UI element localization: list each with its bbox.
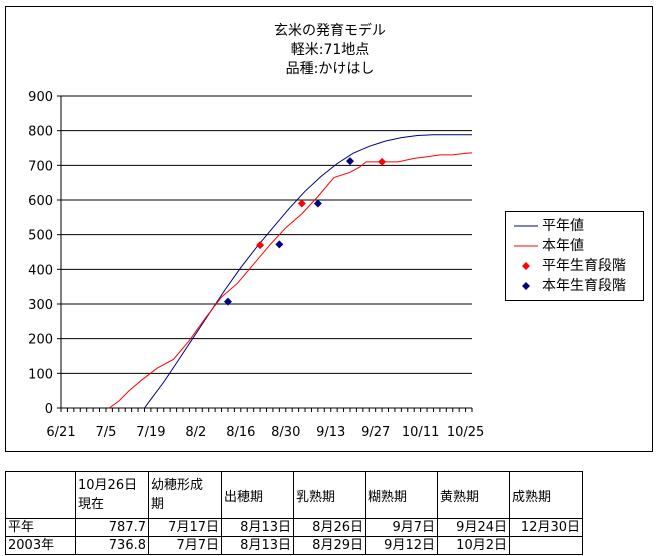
stage-marker <box>345 157 354 166</box>
table-cell: 12月30日 <box>509 518 583 537</box>
table-cell: 787.7 <box>75 518 149 537</box>
chart-title-line-3: 品種:かけはし <box>285 61 375 77</box>
x-tick-label: 10/11 <box>402 425 439 440</box>
table-cell: 8月26日 <box>293 518 366 537</box>
stage-marker <box>378 157 387 166</box>
y-tick-label: 600 <box>28 194 53 209</box>
chart-title-line-2: 軽米:71地点 <box>290 42 370 58</box>
chart-title-line-1: 玄米の発育モデル <box>274 23 386 39</box>
stage-marker <box>256 241 265 250</box>
y-tick-label: 300 <box>28 298 53 313</box>
x-tick-label: 7/19 <box>136 425 165 440</box>
table-header-cell: 10月26日 現在 <box>75 471 149 519</box>
legend-item-heinen-line: 平年値 <box>506 216 645 236</box>
table-row: 平年 787.7 7月17日 8月13日 8月26日 9月7日 9月24日 12… <box>5 518 583 537</box>
stage-marker <box>297 199 306 208</box>
stage-marker <box>313 199 322 208</box>
legend-item-honnen-line: 本年値 <box>506 236 645 256</box>
legend-label: 本年値 <box>542 238 584 254</box>
table-header-cell: 黄熟期 <box>437 471 510 519</box>
table-cell <box>509 536 583 555</box>
stage-marker <box>275 240 284 249</box>
table-cell: 736.8 <box>75 536 149 555</box>
x-tick-label: 7/5 <box>95 425 116 440</box>
y-tick-label: 400 <box>28 263 53 278</box>
y-tick-label: 800 <box>28 125 53 140</box>
chart-plot: 0 100 200 300 400 500 600 700 800 900 6/21 7/5 7/19 8… <box>28 90 484 440</box>
legend-label: 平年生育段階 <box>542 258 626 274</box>
y-tick-label: 0 <box>45 402 53 417</box>
table-header-cell <box>5 471 76 519</box>
legend-line-swatch <box>514 245 538 247</box>
x-tick-label: 8/16 <box>226 425 255 440</box>
x-tick-label: 10/25 <box>447 425 484 440</box>
table-cell: 8月29日 <box>293 536 366 555</box>
y-tick-label: 200 <box>28 333 53 348</box>
table-cell: 8月13日 <box>221 518 294 537</box>
table-header-row: 10月26日 現在 幼穂形成 期 出穂期 乳熟期 糊熟期 黄熟期 成熟期 <box>5 471 583 519</box>
y-tick-label: 500 <box>28 229 53 244</box>
stage-marker <box>223 297 232 306</box>
x-tick-label: 9/13 <box>316 425 345 440</box>
table-cell: 8月13日 <box>221 536 294 555</box>
table-cell: 平年 <box>5 518 76 537</box>
table-header-cell: 乳熟期 <box>293 471 366 519</box>
table-cell: 9月24日 <box>437 518 510 537</box>
x-tick-label: 6/21 <box>46 425 75 440</box>
legend-line-swatch <box>514 225 538 227</box>
diamond-marker-icon <box>522 262 530 270</box>
table-cell: 10月2日 <box>437 536 510 555</box>
table-header-cell: 出穂期 <box>221 471 294 519</box>
y-tick-label: 700 <box>28 159 53 174</box>
chart-legend: 平年値 本年値 平年生育段階 本年生育段階 <box>505 211 644 301</box>
table-cell: 9月12日 <box>365 536 438 555</box>
y-tick-label: 900 <box>28 90 53 105</box>
table-header-cell: 糊熟期 <box>365 471 438 519</box>
x-tick-label: 8/2 <box>185 425 206 440</box>
x-tick-label: 9/27 <box>361 425 390 440</box>
diamond-marker-icon <box>522 282 530 290</box>
table-cell: 9月7日 <box>365 518 438 537</box>
series-line <box>144 134 472 409</box>
table-cell: 7月17日 <box>148 518 222 537</box>
legend-label: 平年値 <box>542 218 584 234</box>
x-tick-label: 8/30 <box>271 425 300 440</box>
table-row: 2003年 736.8 7月7日 8月13日 8月29日 9月12日 10月2日 <box>5 536 583 555</box>
table-cell: 2003年 <box>5 536 76 555</box>
table-header-cell: 幼穂形成 期 <box>148 471 222 519</box>
stage-table: 10月26日 現在 幼穂形成 期 出穂期 乳熟期 糊熟期 黄熟期 成熟期 平年 … <box>5 471 583 555</box>
legend-item-honnen-stage: 本年生育段階 <box>506 276 645 296</box>
series-line <box>108 152 473 409</box>
table-cell: 7月7日 <box>148 536 222 555</box>
table-header-cell: 成熟期 <box>509 471 583 519</box>
y-tick-label: 100 <box>28 367 53 382</box>
legend-label: 本年生育段階 <box>542 278 626 294</box>
plot-area <box>61 96 472 408</box>
legend-item-heinen-stage: 平年生育段階 <box>506 256 645 276</box>
